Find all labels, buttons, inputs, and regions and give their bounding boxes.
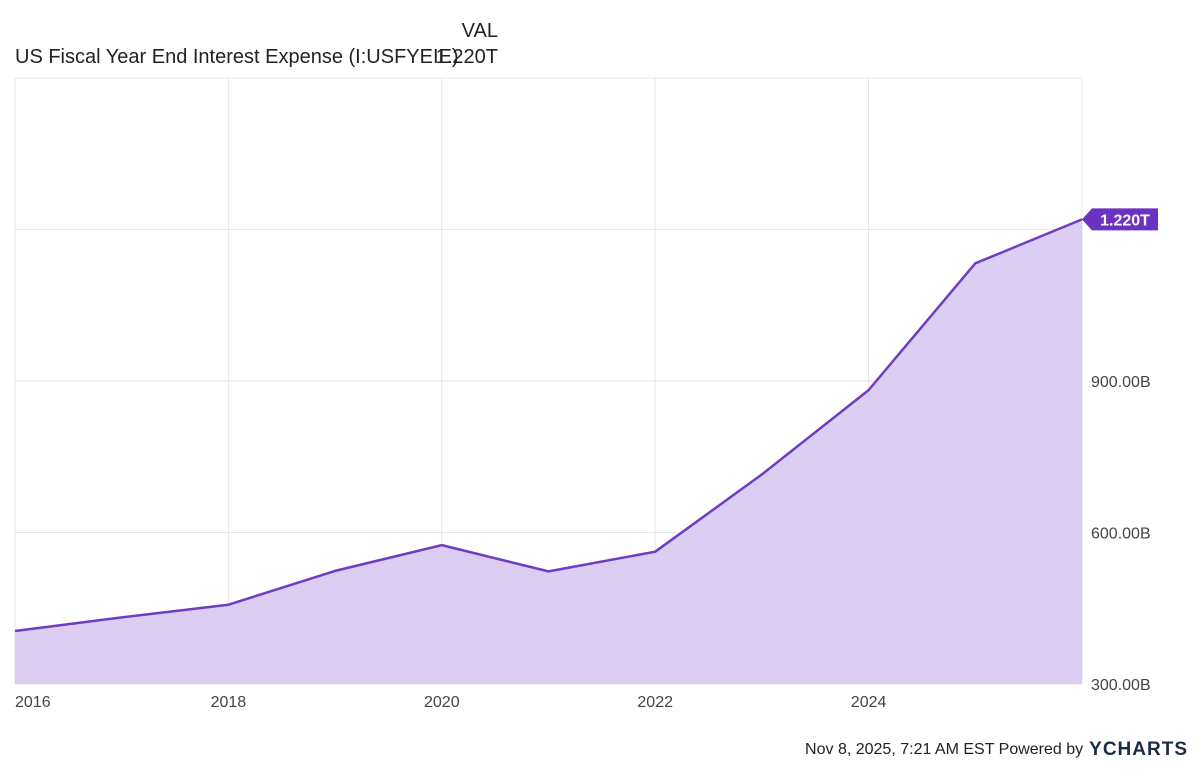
ycharts-logo-y: Y: [1089, 739, 1103, 760]
legend: VAL US Fiscal Year End Interest Expense …: [0, 0, 520, 76]
x-tick-label: 2018: [211, 694, 247, 711]
ycharts-logo-text: CHARTS: [1102, 739, 1188, 760]
footer-timestamp: Nov 8, 2025, 7:21 AM EST Powered by: [805, 741, 1084, 758]
y-tick-label: 300.00B: [1091, 677, 1151, 694]
y-tick-label: 600.00B: [1091, 526, 1151, 543]
series-line[interactable]: [14, 218, 1083, 633]
y-tick-label: 900.00B: [1091, 374, 1151, 391]
legend-series-value: 1.220T: [435, 46, 498, 68]
last-value-label: 1.220T: [1100, 212, 1150, 229]
legend-series-name[interactable]: US Fiscal Year End Interest Expense (I:U…: [15, 46, 459, 68]
x-tick-label: 2022: [637, 694, 673, 711]
last-value-flag: [1082, 208, 1158, 231]
series-area: [15, 219, 1082, 684]
legend-column-header: VAL: [461, 20, 498, 42]
x-tick-label: 2020: [424, 694, 460, 711]
ycharts-logo[interactable]: Y CHARTS: [1089, 739, 1188, 761]
footer: Nov 8, 2025, 7:21 AM EST Powered by Y CHA…: [805, 738, 1188, 762]
x-tick-label: 2024: [851, 694, 887, 711]
x-tick-label: 2016: [15, 694, 51, 711]
